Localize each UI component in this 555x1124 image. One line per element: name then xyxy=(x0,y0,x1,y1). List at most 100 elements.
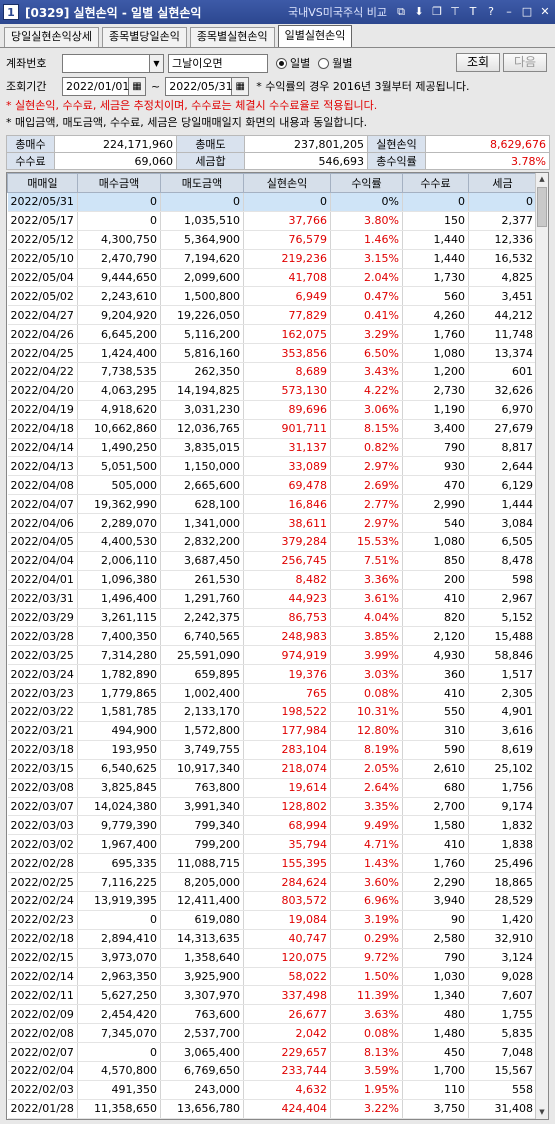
col-header-date[interactable]: 매매일 xyxy=(7,173,78,193)
table-row[interactable]: 2022/04/26 6,645,200 5,116,200 162,075 3.29%… xyxy=(7,324,537,345)
compare-link[interactable]: 국내VS미국주식 비교 xyxy=(288,6,387,19)
table-row[interactable]: 2022/02/28 695,335 11,088,715 155,395 1.43% 1… xyxy=(7,853,537,874)
table-row[interactable]: 2022/02/24 13,919,395 12,411,400 803,572 6.9… xyxy=(7,891,537,911)
table-row[interactable]: 2022/03/24 1,782,890 659,895 19,376 3.03% 360… xyxy=(7,664,537,685)
table-row[interactable]: 2022/03/25 7,314,280 25,591,090 974,919 3.99… xyxy=(7,645,537,666)
cell-date: 2022/05/12 xyxy=(7,230,78,250)
table-row[interactable]: 2022/04/20 4,063,295 14,194,825 573,130 4.22… xyxy=(7,381,537,401)
cell-sell: 14,313,635 xyxy=(160,929,244,949)
table-row[interactable]: 2022/02/14 2,963,350 3,925,900 58,022 1.50% 1… xyxy=(7,967,537,987)
start-date-input[interactable]: 2022/01/01 xyxy=(62,76,129,96)
table-row[interactable]: 2022/04/13 5,051,500 1,150,000 33,089 2.97% 9… xyxy=(7,456,537,477)
table-row[interactable]: 2022/03/18 193,950 3,749,755 283,104 8.19% 59… xyxy=(7,740,537,760)
radio-monthly[interactable]: 월별 xyxy=(318,55,353,71)
cell-date: 2022/03/15 xyxy=(7,759,78,779)
table-row[interactable]: 2022/04/06 2,289,070 1,341,000 38,611 2.97% 5… xyxy=(7,513,537,534)
scroll-up-icon[interactable]: ▲ xyxy=(539,175,545,183)
search-button[interactable]: 조회 xyxy=(456,53,500,72)
table-row[interactable]: 2022/03/03 9,779,390 799,340 68,994 9.49% 1,5… xyxy=(7,815,537,836)
table-row[interactable]: 2022/02/23 0 619,080 19,084 3.19% 90 1,420 xyxy=(7,910,537,930)
daily-table: 매매일 매수금액 매도금액 실현손익 수익률 수수료 세금 2022/05/31… xyxy=(7,173,537,1119)
table-row[interactable]: 2022/02/03 491,350 243,000 4,632 1.95% 110 558 xyxy=(7,1080,537,1100)
tab-daily-detail[interactable]: 당일실현손익상세 xyxy=(4,27,99,47)
table-row[interactable]: 2022/04/27 9,204,920 19,226,050 77,829 0.41%… xyxy=(7,305,537,326)
table-row[interactable]: 2022/04/04 2,006,110 3,687,450 256,745 7.51%… xyxy=(7,551,537,571)
calendar-icon[interactable]: ▦ xyxy=(232,76,250,96)
radio-daily[interactable]: 일별 xyxy=(276,55,310,71)
account-select[interactable] xyxy=(62,53,150,73)
tab-stock-daily[interactable]: 종목별당일손익 xyxy=(101,27,187,47)
col-header-sell[interactable]: 매도금액 xyxy=(160,173,244,193)
table-row[interactable]: 2022/05/04 9,444,650 2,099,600 41,708 2.04% 1… xyxy=(7,268,537,288)
cell-return: 3.29% xyxy=(330,324,403,345)
col-header-buy[interactable]: 매수금액 xyxy=(77,173,161,193)
link-icon[interactable]: ⧉ xyxy=(397,5,405,18)
table-row[interactable]: 2022/04/19 4,918,620 3,031,230 89,696 3.06% 1… xyxy=(7,400,537,420)
realized-label: 실현손익 xyxy=(367,135,426,153)
table-row[interactable]: 2022/05/17 0 1,035,510 37,766 3.80% 150 2,377 xyxy=(7,211,537,231)
table-row[interactable]: 2022/04/22 7,738,535 262,350 8,689 3.43% 1,20… xyxy=(7,362,537,382)
font-icon[interactable]: T xyxy=(469,5,477,18)
table-row[interactable]: 2022/02/04 4,570,800 6,769,650 233,744 3.59%… xyxy=(7,1061,537,1081)
table-row[interactable]: 2022/02/09 2,454,420 763,600 26,677 3.63% 480… xyxy=(7,1004,537,1025)
radio-selected-icon[interactable] xyxy=(276,57,287,69)
table-row[interactable]: 2022/04/25 1,424,400 5,816,160 353,856 6.50%… xyxy=(7,343,537,364)
table-row[interactable]: 2022/02/11 5,627,250 3,307,970 337,498 11.39… xyxy=(7,985,537,1006)
table-row[interactable]: 2022/03/08 3,825,845 763,800 19,614 2.64% 680… xyxy=(7,778,537,798)
cell-tax: 4,825 xyxy=(468,268,537,288)
copy-icon[interactable]: ❐ xyxy=(432,5,442,18)
table-row[interactable]: 2022/03/23 1,779,865 1,002,400 765 0.08% 410 2… xyxy=(7,683,537,704)
cell-realized: 19,614 xyxy=(243,778,331,798)
table-row[interactable]: 2022/04/01 1,096,380 261,530 8,482 3.36% 200 5… xyxy=(7,570,537,590)
minimize-icon[interactable]: – xyxy=(506,5,512,18)
table-row[interactable]: 2022/05/12 4,300,750 5,364,900 76,579 1.46% 1… xyxy=(7,230,537,250)
daily-grid[interactable]: 매매일 매수금액 매도금액 실현손익 수익률 수수료 세금 2022/05/31… xyxy=(6,172,549,1120)
table-row[interactable]: 2022/02/15 3,973,070 1,358,640 120,075 9.72%… xyxy=(7,948,537,968)
table-row[interactable]: 2022/04/18 10,662,860 12,036,765 901,711 8.1… xyxy=(7,419,537,439)
col-header-fee[interactable]: 수수료 xyxy=(402,173,469,193)
help-icon[interactable]: ? xyxy=(488,5,494,18)
table-row[interactable]: 2022/02/25 7,116,225 8,205,000 284,624 3.60%… xyxy=(7,872,537,892)
table-row[interactable]: 2022/01/28 11,358,650 13,656,780 424,404 3.2… xyxy=(7,1099,537,1119)
table-row[interactable]: 2022/04/07 19,362,990 628,100 16,846 2.77% 2,… xyxy=(7,494,537,515)
table-row[interactable]: 2022/03/21 494,900 1,572,800 177,984 12.80% 3… xyxy=(7,721,537,741)
radio-empty-icon[interactable] xyxy=(318,57,330,69)
table-row[interactable]: 2022/05/02 2,243,610 1,500,800 6,949 0.47% 56… xyxy=(7,286,537,307)
cell-buy: 695,335 xyxy=(77,853,161,874)
table-row[interactable]: 2022/03/29 3,261,115 2,242,375 86,753 4.04% 8… xyxy=(7,608,537,628)
table-row[interactable]: 2022/03/07 14,024,380 3,991,340 128,802 3.35… xyxy=(7,797,537,817)
tab-daily-realized[interactable]: 일별실현손익 xyxy=(277,25,353,47)
table-row[interactable]: 2022/03/28 7,400,350 6,740,565 248,983 3.85%… xyxy=(7,626,537,647)
end-date-input[interactable]: 2022/05/31 xyxy=(165,76,233,96)
col-header-tax[interactable]: 세금 xyxy=(468,173,537,193)
pin-icon[interactable]: ⊤ xyxy=(450,5,460,18)
cell-fee: 790 xyxy=(402,438,469,458)
col-header-realized[interactable]: 실현손익 xyxy=(243,173,331,193)
scroll-thumb[interactable] xyxy=(537,187,547,227)
tab-stock-realized[interactable]: 종목별실현손익 xyxy=(189,27,275,47)
table-row[interactable]: 2022/03/22 1,581,785 2,133,170 198,522 10.31… xyxy=(7,702,537,722)
table-row[interactable]: 2022/02/08 7,345,070 2,537,700 2,042 0.08% 1,… xyxy=(7,1023,537,1044)
vertical-scrollbar[interactable]: ▲ ▼ xyxy=(535,173,548,1119)
next-button[interactable]: 다음 xyxy=(503,53,547,72)
close-icon[interactable]: ✕ xyxy=(540,5,550,18)
cell-sell: 2,133,170 xyxy=(160,702,244,722)
table-row[interactable]: 2022/02/07 0 3,065,400 229,657 8.13% 450 7,048 xyxy=(7,1042,537,1062)
maximize-icon[interactable]: □ xyxy=(521,5,533,18)
calendar-icon[interactable]: ▦ xyxy=(129,76,146,96)
cell-buy: 0 xyxy=(77,910,161,930)
col-header-return[interactable]: 수익률 xyxy=(330,173,403,193)
table-row[interactable]: 2022/03/31 1,496,400 1,291,760 44,923 3.61% 4… xyxy=(7,589,537,609)
table-row[interactable]: 2022/04/08 505,000 2,665,600 69,478 2.69% 470… xyxy=(7,475,537,496)
table-row[interactable]: 2022/04/14 1,490,250 3,835,015 31,137 0.82% 7… xyxy=(7,438,537,458)
cell-sell: 3,687,450 xyxy=(160,551,244,571)
table-row[interactable]: 2022/03/15 6,540,625 10,917,340 218,074 2.05… xyxy=(7,759,537,779)
scroll-down-icon[interactable]: ▼ xyxy=(539,1108,545,1116)
table-row[interactable]: 2022/02/18 2,894,410 14,313,635 40,747 0.29%… xyxy=(7,929,537,949)
table-row[interactable]: 2022/05/31 0 0 0 0% 0 0 xyxy=(7,192,537,212)
table-row[interactable]: 2022/03/02 1,967,400 799,200 35,794 4.71% 410… xyxy=(7,834,537,855)
table-row[interactable]: 2022/04/05 4,400,530 2,832,200 379,284 15.53… xyxy=(7,532,537,552)
table-row[interactable]: 2022/05/10 2,470,790 7,194,620 219,236 3.15%… xyxy=(7,249,537,269)
chevron-down-icon[interactable]: ▼ xyxy=(150,53,164,73)
pin-icon[interactable]: ⬇ xyxy=(414,5,424,18)
